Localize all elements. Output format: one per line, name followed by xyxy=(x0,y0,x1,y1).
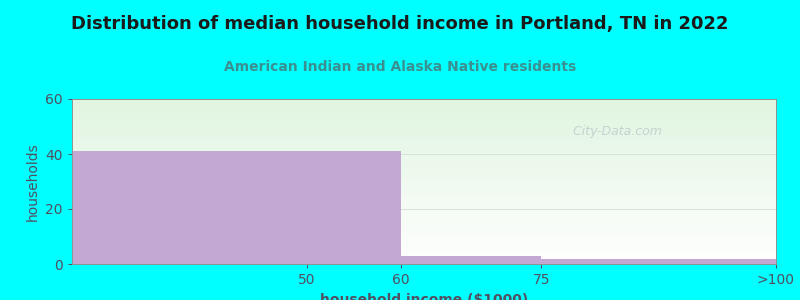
Text: Distribution of median household income in Portland, TN in 2022: Distribution of median household income … xyxy=(71,15,729,33)
Text: City-Data.com: City-Data.com xyxy=(565,125,662,139)
Text: American Indian and Alaska Native residents: American Indian and Alaska Native reside… xyxy=(224,60,576,74)
Bar xyxy=(542,259,776,264)
X-axis label: household income ($1000): household income ($1000) xyxy=(320,292,528,300)
Bar xyxy=(401,256,542,264)
Y-axis label: households: households xyxy=(26,142,40,221)
Bar xyxy=(72,151,401,264)
